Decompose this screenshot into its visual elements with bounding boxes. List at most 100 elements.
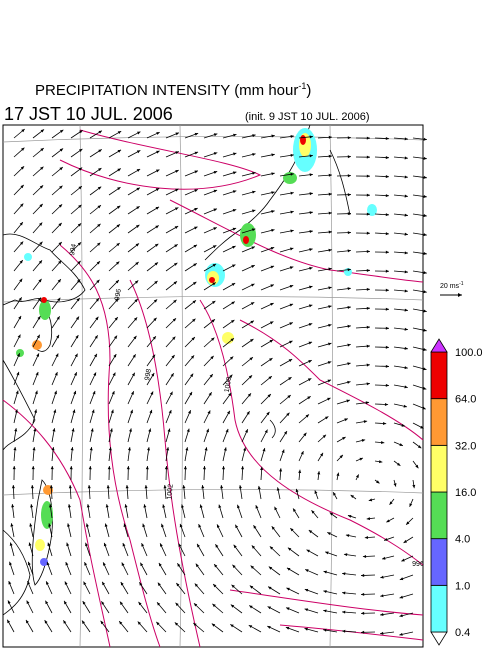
wind-arrow-head: [328, 230, 332, 234]
wind-arrow-head: [142, 523, 146, 528]
wind-arrow-head: [232, 209, 237, 212]
wind-arrow-head: [366, 231, 370, 235]
wind-arrow-head: [307, 378, 312, 382]
wind-arrow-head: [28, 542, 32, 546]
wind-arrow-head: [154, 280, 158, 285]
wind-arrow-head: [327, 397, 331, 401]
wind-arrow-head: [194, 151, 199, 155]
wind-arrow-head: [58, 222, 62, 227]
wind-arrow-head: [194, 189, 198, 193]
wind-arrow-head: [385, 345, 389, 349]
wind-arrow-head: [423, 328, 427, 332]
wind-arrow-head: [54, 372, 58, 376]
wind-arrow-head: [166, 447, 170, 451]
wind-arrow-head: [34, 390, 38, 395]
wind-arrow-head: [136, 187, 140, 191]
wind-arrow-head: [17, 353, 20, 357]
wind-arrow-head: [385, 326, 389, 330]
wind-arrow-head: [274, 506, 278, 511]
wind-vectors: [6, 128, 427, 636]
isobar: [229, 589, 424, 616]
wind-arrow-head: [385, 213, 389, 217]
wind-arrow-head: [52, 428, 56, 432]
wind-arrow-head: [216, 524, 220, 528]
wind-arrow-head: [199, 504, 203, 508]
wind-arrow-head: [20, 166, 25, 170]
wind-arrow-head: [289, 340, 293, 344]
wind-arrow-head: [12, 466, 16, 470]
wind-arrow-head: [290, 210, 294, 214]
wind-arrow-head: [300, 451, 304, 455]
wind-arrow-head: [137, 621, 141, 625]
wind-arrow-head: [212, 603, 216, 608]
wind-arrow-head: [347, 305, 351, 309]
rain-area: [24, 253, 32, 261]
wind-arrow-head: [38, 260, 43, 264]
wind-arrow-head: [9, 561, 12, 566]
wind-arrow-head: [401, 558, 405, 562]
wind-arrow-head: [308, 341, 313, 345]
wind-arrow-head: [194, 583, 198, 587]
wind-arrow-head: [40, 148, 44, 152]
wind-arrow-head: [100, 620, 104, 625]
wind-arrow-head: [298, 469, 302, 473]
wind-arrow-head: [155, 225, 159, 229]
wind-arrow-head: [308, 360, 312, 363]
wind-arrow-head: [131, 372, 135, 377]
wind-arrow-head: [192, 281, 197, 285]
rain-area: [222, 332, 234, 344]
wind-arrow-head: [323, 628, 327, 632]
wind-arrow-head: [250, 302, 255, 306]
wind-scale-label: 20 ms-1: [440, 281, 464, 290]
wind-arrow-head: [78, 148, 83, 152]
wind-arrow-head: [245, 429, 248, 433]
wind-arrow-head: [415, 464, 419, 469]
wind-arrow-head: [423, 271, 427, 275]
wind-arrow-head: [403, 539, 408, 543]
wind-arrow-head: [174, 622, 179, 626]
wind-arrow-head: [35, 371, 39, 376]
rain-area: [240, 223, 256, 247]
wind-arrow-head: [38, 278, 42, 283]
wind-arrow-head: [48, 523, 52, 527]
wind-arrow-head: [49, 504, 53, 508]
wind-arrow-head: [189, 391, 193, 396]
wind-arrow-head: [130, 409, 133, 414]
wind-arrow-head: [266, 411, 270, 416]
wind-arrow-head: [284, 431, 287, 435]
wind-arrow-head: [281, 449, 285, 454]
wind-arrow-head: [366, 287, 370, 291]
wind-arrow-head: [58, 204, 63, 208]
wind-arrow-head: [77, 260, 81, 265]
wind-arrow-head: [96, 279, 100, 284]
wind-arrow-head: [412, 484, 416, 489]
wind-arrow-head: [311, 510, 315, 514]
wind-arrow-head: [56, 316, 60, 320]
wind-arrow-head: [423, 137, 427, 141]
wind-arrow-head: [40, 166, 44, 170]
wind-arrow-head: [78, 167, 83, 171]
wind-arrow-head: [364, 535, 369, 540]
wind-arrow-head: [113, 354, 117, 358]
wind-arrow-head: [308, 304, 313, 308]
wind-arrow-head: [270, 303, 274, 306]
wind-arrow-head: [347, 514, 352, 518]
wind-arrow-head: [228, 392, 232, 397]
wind-arrow-head: [307, 396, 311, 400]
wind-arrow-head: [232, 227, 237, 231]
wind-arrow-head: [212, 282, 216, 286]
wind-arrow-head: [231, 283, 236, 286]
wind-arrow-head: [327, 532, 331, 536]
wind-arrow-head: [365, 401, 370, 405]
wind-arrow-head: [328, 173, 332, 177]
precipitation: [16, 128, 377, 566]
wind-arrow-head: [202, 466, 206, 470]
wind-arrow-head: [385, 307, 389, 311]
wind-arrow-head: [67, 504, 71, 508]
wind-arrow-head: [404, 251, 408, 255]
rain-area: [41, 297, 47, 303]
wind-arrow-head: [233, 152, 237, 156]
isobar-label: 998: [144, 368, 153, 381]
rain-area: [209, 277, 215, 283]
wind-arrow-head: [404, 194, 408, 198]
